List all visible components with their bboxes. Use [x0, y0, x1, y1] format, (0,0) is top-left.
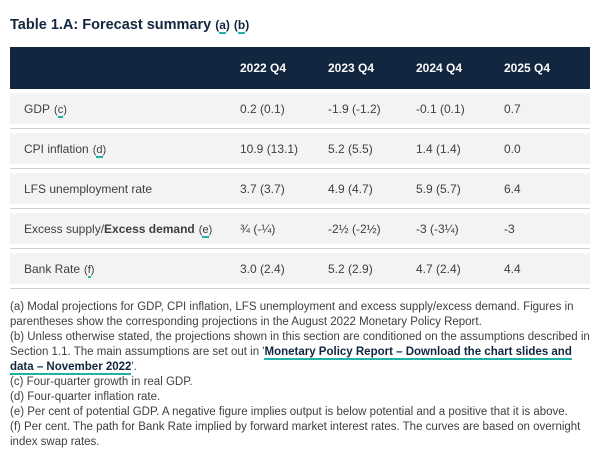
cell-value: 4.9 (4.7) [328, 181, 373, 196]
row-label-cell: CPI inflation (d) [10, 141, 240, 158]
cell-value: -3 (-3¼) [416, 221, 459, 236]
footnote-ref-link-a[interactable]: (a) [215, 18, 230, 34]
row-divider [10, 164, 590, 173]
table-row-lfs: LFS unemployment rate 3.7 (3.7) 4.9 (4.7… [10, 173, 590, 204]
row-label: CPI inflation [24, 141, 89, 156]
cell-value: ¾ (-¼) [240, 221, 276, 236]
table-row-excess: Excess supply/Excess demand (e) ¾ (-¼) -2… [10, 213, 590, 244]
cell-value: -2½ (-2½) [328, 221, 381, 236]
row-label: LFS unemployment rate [24, 181, 153, 196]
table-header-row: 2022 Q4 2023 Q4 2024 Q4 2025 Q4 [10, 47, 590, 89]
footnote-f: (f) Per cent. The path for Bank Rate imp… [10, 421, 581, 448]
cell-value: 5.9 (5.7) [416, 181, 461, 196]
cell-value: 1.4 (1.4) [416, 141, 461, 156]
monetary-policy-report-link[interactable]: Monetary Policy Report – Download the ch… [10, 346, 572, 375]
table-row-gdp: GDP (c) 0.2 (0.1) -1.9 (-1.2) -0.1 (0.1) … [10, 93, 590, 124]
header-cell-2022q4: 2022 Q4 [240, 61, 287, 75]
footnote-b: (b) Unless otherwise stated, the project… [10, 331, 590, 375]
footnote-ref-link-e[interactable]: (e) [198, 223, 213, 238]
footnote-d: (d) Four-quarter inflation rate. [10, 391, 161, 403]
cell-value: 10.9 (13.1) [240, 141, 299, 156]
footnote-e: (e) Per cent of potential GDP. A negativ… [10, 406, 568, 418]
row-label: Bank Rate [24, 261, 81, 276]
page-container: Table 1.A: Forecast summary (a) (b) 2022 Q… [10, 16, 590, 450]
cell-value: 6.4 [504, 181, 521, 196]
cell-value: -3 [504, 221, 515, 236]
cell-value: 4.7 (2.4) [416, 261, 461, 276]
cell-value: 0.0 [504, 141, 521, 156]
footnote-a: (a) Modal projections for GDP, CPI infla… [10, 301, 574, 328]
row-label: GDP [24, 101, 51, 116]
row-label-cell: Excess supply/Excess demand (e) [10, 221, 240, 238]
footnote-c: (c) Four-quarter growth in real GDP. [10, 376, 193, 388]
footnote-ref-link-c[interactable]: (c) [54, 103, 67, 118]
cell-value: 4.4 [504, 261, 521, 276]
row-label-bold: Excess demand [104, 221, 195, 236]
row-divider [10, 124, 590, 133]
cell-value: 0.7 [504, 101, 521, 116]
cell-value: 5.2 (2.9) [328, 261, 373, 276]
footnotes-section: (a) Modal projections for GDP, CPI infla… [10, 300, 590, 450]
cell-value: 3.7 (3.7) [240, 181, 285, 196]
row-divider [10, 244, 590, 253]
row-label-cell: LFS unemployment rate [10, 182, 240, 196]
table-row-cpi: CPI inflation (d) 10.9 (13.1) 5.2 (5.5) 1… [10, 133, 590, 164]
cell-value: 3.0 (2.4) [240, 261, 285, 276]
title-row: Table 1.A: Forecast summary (a) (b) [10, 16, 590, 34]
cell-value: 5.2 (5.5) [328, 141, 373, 156]
header-cell-2023q4: 2023 Q4 [328, 61, 375, 75]
cell-value: -0.1 (0.1) [416, 101, 465, 116]
forecast-table: 2022 Q4 2023 Q4 2024 Q4 2025 Q4 GDP (c) 0… [10, 47, 590, 293]
table-row-bank-rate: Bank Rate (f) 3.0 (2.4) 5.2 (2.9) 4.7 (2.… [10, 253, 590, 284]
row-label-cell: GDP (c) [10, 101, 240, 118]
row-divider [10, 204, 590, 213]
row-label-cell: Bank Rate (f) [10, 261, 240, 278]
footnote-ref-link-b[interactable]: (b) [233, 18, 250, 34]
header-cell-2025q4: 2025 Q4 [504, 61, 551, 75]
cell-value: 0.2 (0.1) [240, 101, 285, 116]
page-title: Table 1.A: Forecast summary [10, 17, 212, 33]
row-label: Excess supply/ [24, 221, 105, 236]
footnote-ref-link-f[interactable]: (f) [84, 263, 95, 278]
row-divider [10, 284, 590, 293]
header-cell-2024q4: 2024 Q4 [416, 61, 463, 75]
cell-value: -1.9 (-1.2) [328, 101, 381, 116]
footnote-ref-link-d[interactable]: (d) [92, 143, 107, 158]
